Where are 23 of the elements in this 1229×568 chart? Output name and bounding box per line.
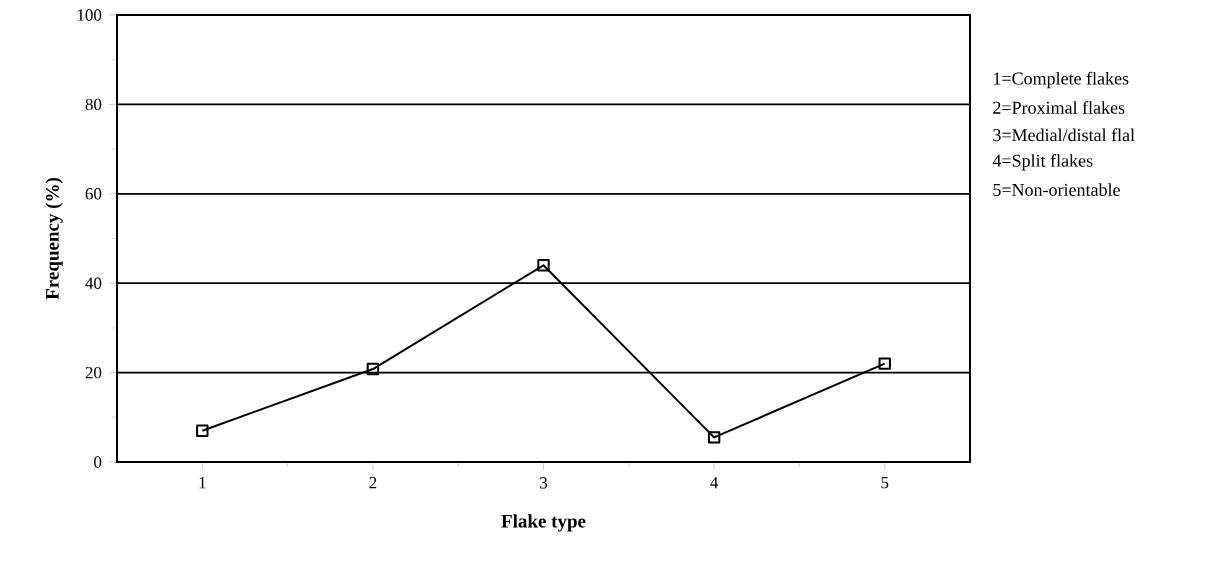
y-tick-label: 80 (85, 98, 102, 111)
y-tick-label: 100 (77, 9, 102, 21)
y-tick-label: 60 (85, 188, 102, 200)
y-tick-label: 40 (85, 277, 102, 289)
y-tick-label: 0 (94, 456, 102, 468)
x-axis-title: Flake type (501, 514, 586, 532)
text: 2=Proximal flakes (993, 100, 1125, 114)
x-tick-label: 4 (710, 477, 719, 489)
x-tick-label: 1 (199, 477, 206, 489)
y-tick-label: 20 (85, 366, 102, 379)
text: 4=Split flakes (992, 153, 1093, 171)
point (707, 431, 721, 444)
point (878, 357, 891, 370)
text: 3=Medial/distal flal (993, 128, 1135, 142)
text: 1=Complete flakes (993, 71, 1129, 89)
text: 5=Non-orientable (993, 183, 1120, 196)
x-tick-label: 2 (369, 477, 377, 489)
x-tick-label: 5 (881, 477, 889, 489)
point (196, 424, 209, 437)
y-axis-title: Frequency (%) (45, 178, 63, 300)
point (537, 259, 550, 272)
point (366, 362, 380, 376)
x-tick-label: 3 (540, 477, 548, 489)
